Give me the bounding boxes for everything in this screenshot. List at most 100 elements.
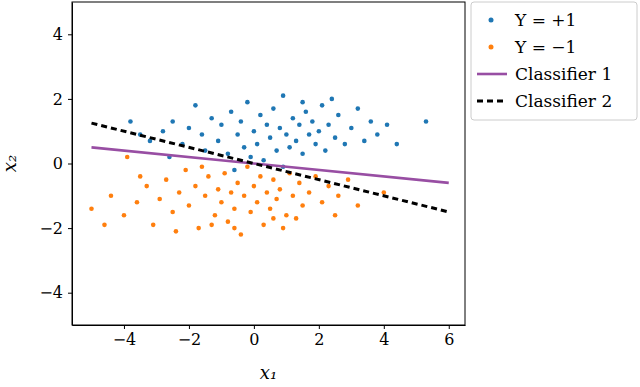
point xyxy=(326,122,331,127)
point xyxy=(216,187,221,192)
point xyxy=(333,135,338,140)
legend-label: Classifier 1 xyxy=(515,64,612,84)
point xyxy=(343,142,348,147)
point xyxy=(330,97,335,102)
scatter-series xyxy=(128,93,428,172)
tick-label: −2 xyxy=(178,330,202,349)
point xyxy=(222,171,227,176)
line xyxy=(91,123,448,212)
point xyxy=(268,206,273,211)
tick-label: 2 xyxy=(314,330,324,349)
point xyxy=(252,129,257,134)
point xyxy=(382,190,387,195)
axis-line xyxy=(72,3,73,326)
point xyxy=(346,177,351,182)
tick: 0 xyxy=(53,154,72,173)
point xyxy=(297,181,302,186)
chart: −4−20246−4−2024x₁x₂Y = +1Y = −1Classifie… xyxy=(0,0,640,387)
point xyxy=(164,177,169,182)
point xyxy=(242,194,247,199)
frame xyxy=(72,2,465,325)
point xyxy=(281,93,286,98)
point xyxy=(362,139,367,144)
point xyxy=(138,174,143,179)
tick-mark xyxy=(68,99,72,100)
point xyxy=(122,213,127,218)
point xyxy=(284,132,289,137)
legend-label: Y = +1 xyxy=(514,10,576,30)
point xyxy=(255,200,260,205)
point xyxy=(394,142,399,147)
point xyxy=(278,187,283,192)
legend-label: Y = −1 xyxy=(514,37,576,57)
point xyxy=(310,119,315,124)
y-axis-title: x₂ xyxy=(0,155,20,172)
y-axis: −4−2024 xyxy=(39,3,72,326)
tick-label: −2 xyxy=(39,219,63,238)
tick-label: 4 xyxy=(379,330,389,349)
point xyxy=(161,129,166,134)
scatter-series xyxy=(89,155,386,237)
tick: 6 xyxy=(444,325,454,349)
point xyxy=(206,174,211,179)
point xyxy=(89,206,94,211)
tick: −2 xyxy=(39,219,72,238)
point xyxy=(287,145,292,150)
tick-label: 0 xyxy=(249,330,259,349)
point xyxy=(177,190,182,195)
point xyxy=(300,203,305,208)
point xyxy=(232,206,237,211)
point xyxy=(278,126,283,131)
point xyxy=(300,100,305,105)
point xyxy=(255,142,260,147)
point xyxy=(258,113,263,118)
tick: 2 xyxy=(314,325,324,349)
point xyxy=(294,216,299,221)
point xyxy=(307,190,312,195)
legend-marker xyxy=(489,18,494,23)
point xyxy=(200,132,205,137)
tick: 0 xyxy=(249,325,259,349)
point xyxy=(109,194,114,199)
point xyxy=(209,116,214,121)
tick: −4 xyxy=(113,325,137,349)
point xyxy=(265,122,270,127)
point xyxy=(326,184,331,189)
x-axis-title: x₁ xyxy=(260,362,277,383)
plot-area xyxy=(89,93,449,236)
point xyxy=(125,155,130,160)
tick-label: 4 xyxy=(53,25,63,44)
point xyxy=(274,197,279,202)
point xyxy=(187,203,192,208)
point xyxy=(219,122,224,127)
point xyxy=(226,152,231,157)
point xyxy=(219,200,224,205)
tick-mark xyxy=(68,34,72,35)
tick: 4 xyxy=(53,25,72,44)
legend-marker xyxy=(477,100,507,103)
point xyxy=(193,103,198,108)
point xyxy=(226,219,231,224)
point xyxy=(200,164,205,169)
point xyxy=(313,142,318,147)
point xyxy=(252,184,257,189)
point xyxy=(193,184,198,189)
point xyxy=(242,145,247,150)
tick: 4 xyxy=(379,325,389,349)
point xyxy=(183,168,188,173)
tick-mark xyxy=(319,325,320,329)
point xyxy=(261,223,266,228)
tick-mark xyxy=(384,325,385,329)
point xyxy=(235,181,240,186)
point xyxy=(151,223,156,228)
tick-mark xyxy=(189,325,190,329)
point xyxy=(320,200,325,205)
tick-mark xyxy=(68,293,72,294)
point xyxy=(216,139,221,144)
x-axis: −4 −2 0 2 4 6 xyxy=(73,325,466,349)
line xyxy=(91,147,448,183)
tick-label: −4 xyxy=(39,283,63,302)
tick-label: 6 xyxy=(444,330,454,349)
legend-marker xyxy=(489,45,494,50)
point xyxy=(245,164,250,169)
